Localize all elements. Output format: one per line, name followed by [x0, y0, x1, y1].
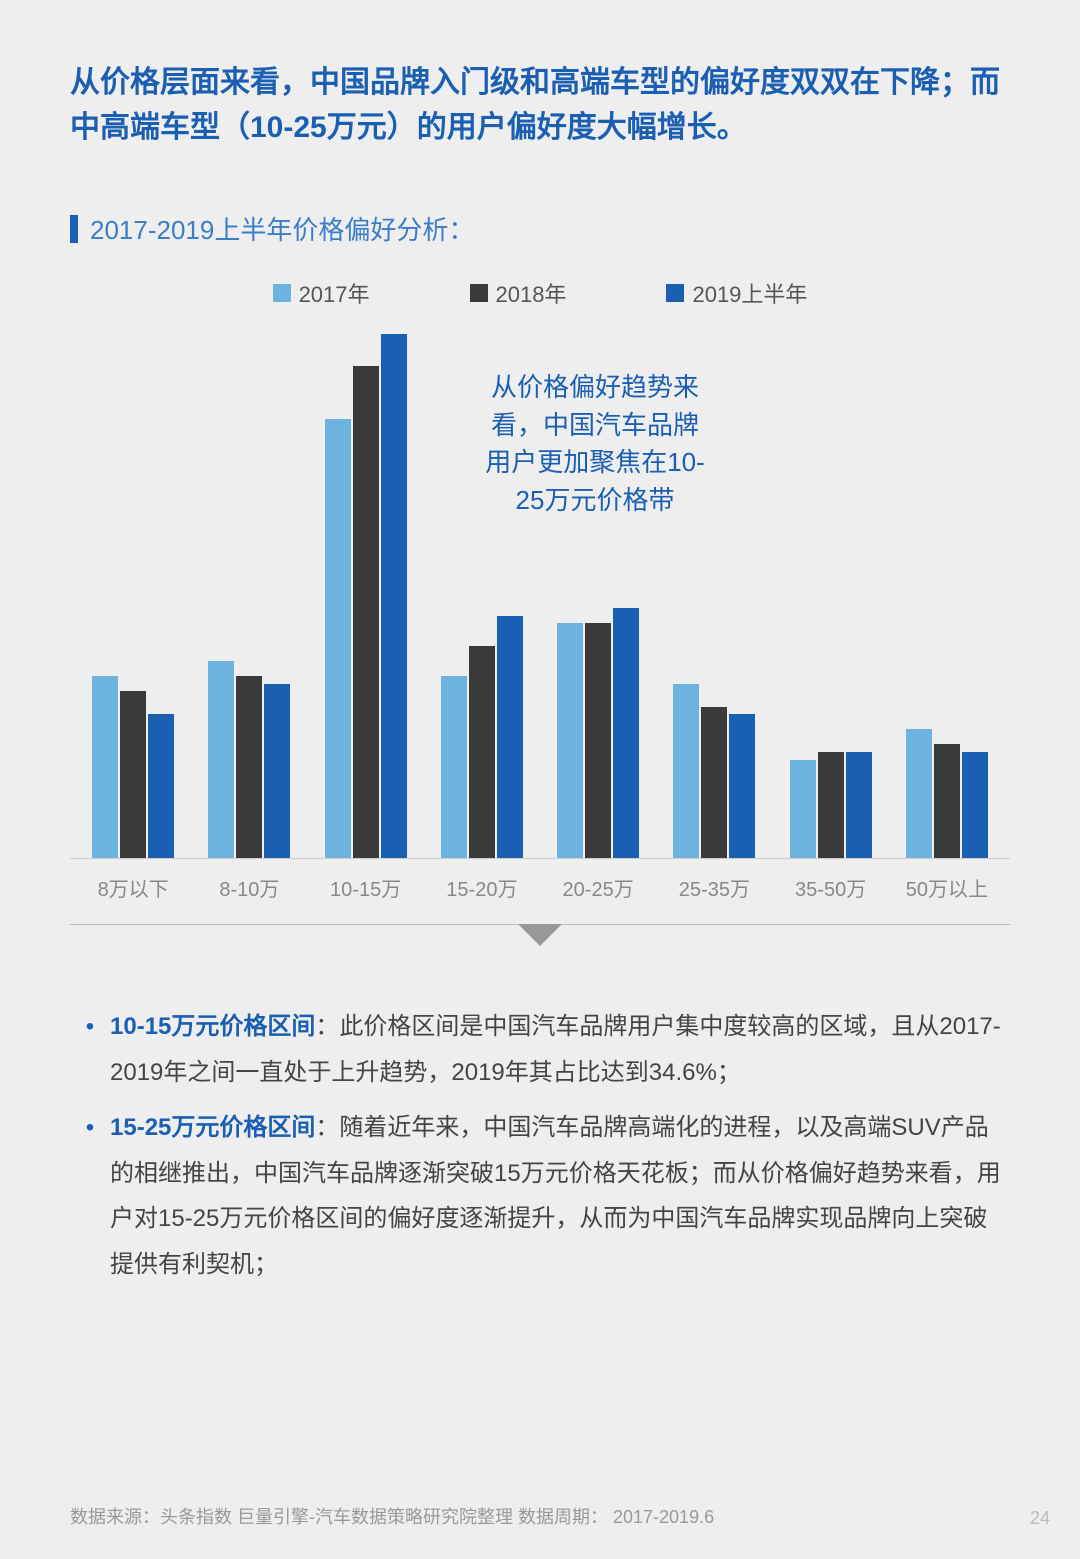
bullet-dot-icon: •: [70, 1105, 110, 1287]
bar: [818, 752, 844, 858]
xaxis-label: 50万以上: [889, 873, 1005, 902]
bar: [208, 661, 234, 858]
xaxis-label: 15-20万: [424, 873, 540, 902]
bar: [353, 366, 379, 858]
bar: [790, 760, 816, 858]
legend-swatch: [470, 284, 488, 302]
bar: [613, 608, 639, 858]
xaxis-label: 20-25万: [540, 873, 656, 902]
bar-group: [773, 752, 889, 858]
bullet-body: 10-15万元价格区间：此价格区间是中国汽车品牌用户集中度较高的区域，且从201…: [110, 1004, 1010, 1095]
bar-group: [540, 608, 656, 858]
down-triangle-icon: [518, 924, 562, 946]
bar: [441, 676, 467, 858]
legend-item: 2018年: [470, 277, 567, 309]
bar: [673, 684, 699, 858]
bar: [120, 691, 146, 858]
bullet-label: 15-25万元价格区间: [110, 1114, 315, 1141]
bar-group: [75, 676, 191, 858]
legend-item: 2019上半年: [666, 277, 807, 309]
bar: [846, 752, 872, 858]
xaxis-label: 8-10万: [191, 873, 307, 902]
xaxis-label: 35-50万: [773, 873, 889, 902]
legend-item: 2017年: [273, 277, 370, 309]
bar-group: [889, 729, 1005, 858]
subtitle-text: 2017-2019上半年价格偏好分析：: [90, 210, 474, 247]
legend-swatch: [666, 284, 684, 302]
bar-group: [424, 616, 540, 858]
bar: [92, 676, 118, 858]
bar: [381, 334, 407, 858]
footer-source: 数据来源：头条指数 巨量引擎-汽车数据策略研究院整理 数据周期： 2017-20…: [70, 1503, 714, 1529]
bullet-dot-icon: •: [70, 1004, 110, 1095]
bullet-body: 15-25万元价格区间：随着近年来，中国汽车品牌高端化的进程，以及高端SUV产品…: [110, 1105, 1010, 1287]
bar: [585, 623, 611, 858]
chart-legend: 2017年 2018年 2019上半年: [70, 277, 1010, 309]
subtitle-row: 2017-2019上半年价格偏好分析：: [70, 210, 1010, 247]
bullet-item: •15-25万元价格区间：随着近年来，中国汽车品牌高端化的进程，以及高端SUV产…: [70, 1105, 1010, 1287]
bar: [557, 623, 583, 858]
bar-group: [191, 661, 307, 858]
bar: [148, 714, 174, 858]
subtitle-accent-bar: [70, 215, 78, 243]
bullet-label: 10-15万元价格区间: [110, 1013, 315, 1040]
xaxis-label: 10-15万: [308, 873, 424, 902]
legend-label: 2017年: [299, 277, 370, 309]
chart-annotation: 从价格偏好趋势来看，中国汽车品牌用户更加聚焦在10-25万元价格带: [480, 369, 710, 520]
divider: [70, 924, 1010, 954]
chart-container: 8万以下8-10万10-15万15-20万20-25万25-35万35-50万5…: [70, 329, 1010, 902]
xaxis-label: 8万以下: [75, 873, 191, 902]
bar: [469, 646, 495, 858]
bar: [236, 676, 262, 858]
legend-swatch: [273, 284, 291, 302]
legend-label: 2018年: [496, 277, 567, 309]
legend-label: 2019上半年: [692, 277, 807, 309]
bullet-list: •10-15万元价格区间：此价格区间是中国汽车品牌用户集中度较高的区域，且从20…: [70, 1004, 1010, 1288]
bar: [497, 616, 523, 858]
bullet-item: •10-15万元价格区间：此价格区间是中国汽车品牌用户集中度较高的区域，且从20…: [70, 1004, 1010, 1095]
chart-xaxis: 8万以下8-10万10-15万15-20万20-25万25-35万35-50万5…: [70, 873, 1010, 902]
bar: [729, 714, 755, 858]
xaxis-label: 25-35万: [656, 873, 772, 902]
bar: [962, 752, 988, 858]
bar: [701, 707, 727, 858]
bar: [264, 684, 290, 858]
bar-group: [656, 684, 772, 858]
bar: [934, 744, 960, 858]
page-title: 从价格层面来看，中国品牌入门级和高端车型的偏好度双双在下降；而中高端车型（10-…: [70, 60, 1010, 150]
page-number: 24: [1030, 1508, 1050, 1529]
bar: [906, 729, 932, 858]
bar: [325, 419, 351, 858]
bar-group: [308, 334, 424, 858]
